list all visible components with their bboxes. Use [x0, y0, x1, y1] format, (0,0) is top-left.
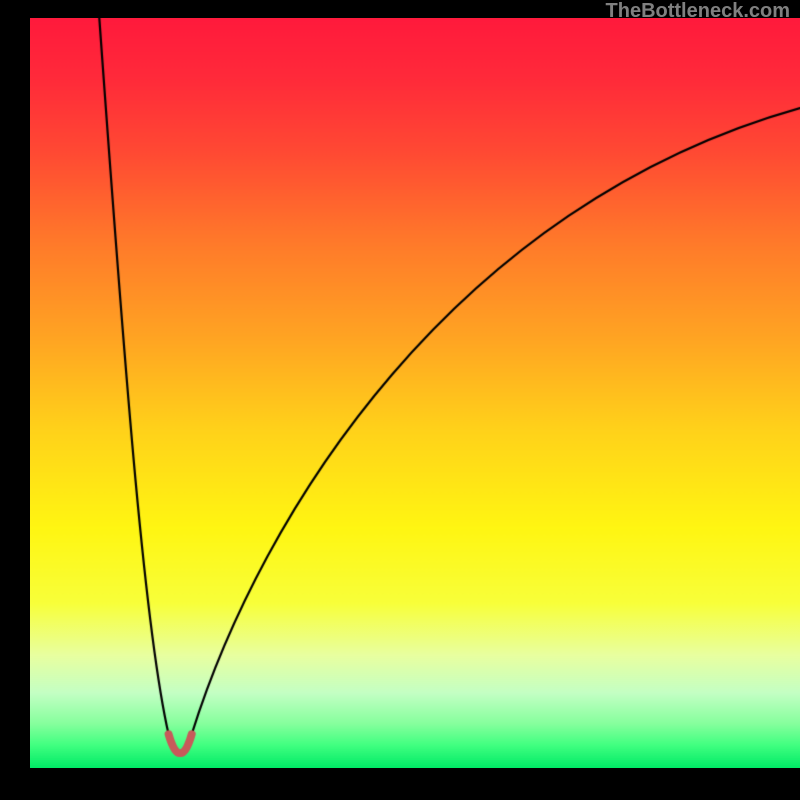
plot-area: [30, 18, 800, 768]
watermark-text: TheBottleneck.com: [606, 0, 790, 23]
gradient-plot-canvas: [30, 18, 800, 768]
chart-container: { "canvas": { "width": 800, "height": 80…: [0, 0, 800, 800]
